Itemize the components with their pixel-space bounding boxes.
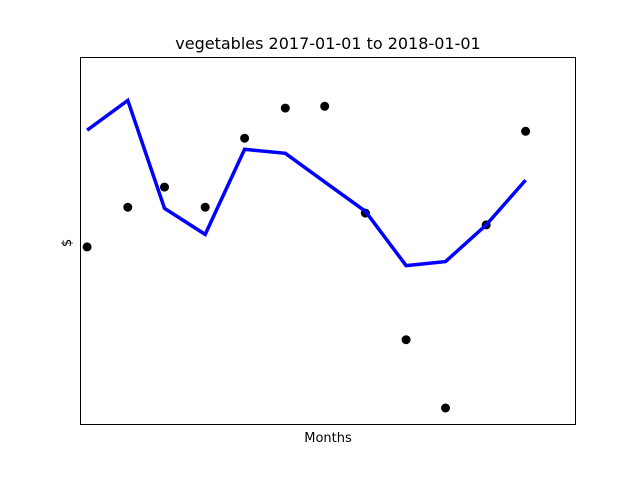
series-layer xyxy=(82,97,531,413)
data-point xyxy=(82,242,92,252)
data-point xyxy=(123,202,133,212)
plot-frame xyxy=(80,57,576,425)
x-axis-label: Months xyxy=(304,431,352,446)
series-line xyxy=(86,97,527,268)
data-point xyxy=(160,182,169,192)
data-point xyxy=(200,202,210,212)
chart-title: vegetables 2017-01-01 to 2018-01-01 xyxy=(175,34,480,53)
data-point xyxy=(320,101,330,111)
data-point xyxy=(401,335,411,345)
y-axis-label: $ xyxy=(60,239,75,247)
data-point xyxy=(521,126,531,136)
data-point xyxy=(280,103,290,113)
data-point xyxy=(240,133,250,143)
data-point xyxy=(441,403,450,413)
